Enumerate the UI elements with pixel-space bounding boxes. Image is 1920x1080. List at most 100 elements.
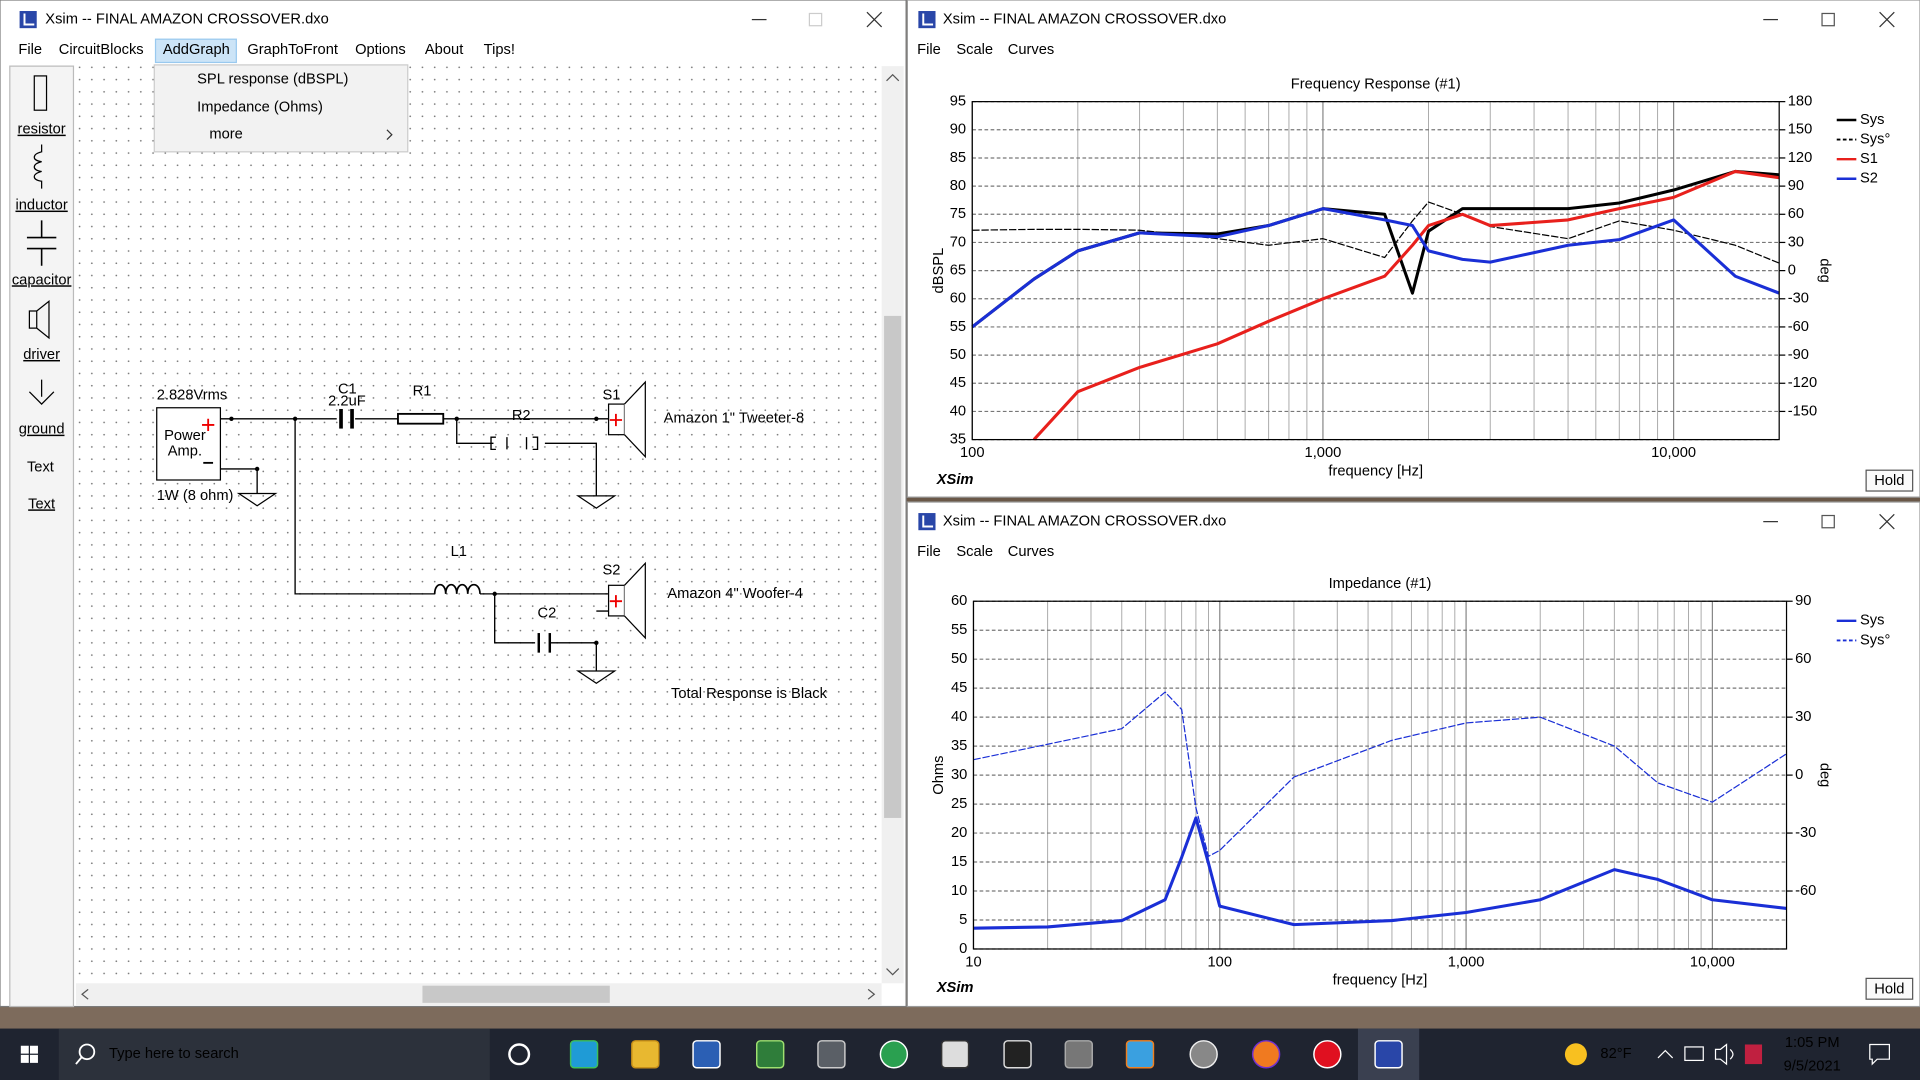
volume-icon	[1714, 1043, 1734, 1066]
menu-item[interactable]: Tips!	[484, 42, 515, 58]
y2-tick-label: -60	[1788, 319, 1809, 335]
dropdown-item[interactable]: more	[209, 127, 242, 143]
taskbar-icon[interactable]	[879, 1040, 909, 1069]
series-line	[973, 691, 1787, 857]
tool-label[interactable]: driver	[23, 347, 60, 363]
plot-frame	[971, 101, 1780, 441]
taskbar-icon[interactable]	[1064, 1040, 1093, 1069]
driver-icon	[28, 299, 50, 340]
x-tick-label: 1,000	[1305, 445, 1342, 461]
menu-item[interactable]: Options	[355, 42, 406, 58]
search-icon	[78, 1043, 96, 1061]
close-button	[866, 11, 883, 28]
start-button	[20, 1045, 38, 1063]
y-tick-label: 35	[951, 738, 967, 754]
series-line	[971, 207, 1780, 329]
taskbar-icon[interactable]	[1374, 1040, 1403, 1069]
taskbar-icon[interactable]	[940, 1040, 970, 1069]
hold-label[interactable]: Hold	[1874, 473, 1904, 489]
inductor-coil	[433, 583, 481, 594]
y2-tick-label: -120	[1788, 375, 1817, 391]
junction	[594, 416, 599, 421]
scroll-thumb[interactable]	[422, 985, 610, 1003]
junction	[594, 640, 599, 646]
scroll-thumb[interactable]	[884, 315, 902, 818]
tool-label[interactable]: ground	[19, 422, 65, 438]
menu-item[interactable]: Scale	[956, 544, 993, 560]
network-icon[interactable]	[1684, 1046, 1704, 1062]
y-tick-label: 85	[950, 150, 966, 166]
window-title: Xsim -- FINAL AMAZON CROSSOVER.dxo	[943, 514, 1226, 530]
menu-item[interactable]: Curves	[1008, 42, 1055, 58]
y-tick-label: 60	[951, 593, 967, 609]
x-tick-label: 1,000	[1448, 954, 1485, 970]
tool-label[interactable]: capacitor	[12, 272, 72, 288]
maximize-button[interactable]	[1821, 514, 1835, 529]
menu-item[interactable]: File	[917, 544, 941, 560]
junction	[292, 416, 298, 421]
y-tick-label: 90	[950, 122, 966, 138]
hold-button[interactable]	[1865, 469, 1914, 492]
taskbar-icon[interactable]	[1003, 1040, 1032, 1069]
y2-tick-label: 0	[1795, 767, 1803, 783]
menu-item[interactable]: Scale	[956, 42, 993, 58]
x-axis-label: frequency [Hz]	[1333, 973, 1428, 989]
search-placeholder[interactable]: Type here to search	[109, 1046, 239, 1062]
x-tick-label: 10	[965, 954, 981, 970]
hold-label[interactable]: Hold	[1874, 981, 1904, 997]
inductor-icon	[33, 144, 43, 189]
taskbar-icon[interactable]	[1251, 1040, 1281, 1069]
dropdown-item[interactable]: SPL response (dBSPL)	[197, 71, 348, 87]
tray-app-icon[interactable]	[1744, 1044, 1763, 1065]
taskbar-icon[interactable]	[692, 1040, 721, 1069]
dropdown-item[interactable]: Impedance (Ohms)	[197, 100, 323, 116]
series-line	[972, 201, 1780, 264]
menu-item[interactable]: About	[425, 42, 463, 58]
menu-item[interactable]: CircuitBlocks	[59, 42, 144, 58]
tool-label[interactable]: inductor	[15, 198, 67, 214]
legend-label: Sys	[1860, 112, 1884, 128]
clock-date[interactable]: 9/5/2021	[1784, 1058, 1841, 1074]
y-tick-label: 50	[950, 347, 966, 363]
taskbar-icon[interactable]	[1125, 1040, 1155, 1069]
hold-button[interactable]	[1865, 977, 1914, 1000]
maximize-button[interactable]	[808, 12, 823, 27]
taskbar-icon[interactable]	[569, 1040, 599, 1069]
y-tick-label: 45	[951, 680, 967, 696]
chart-title: Frequency Response (#1)	[1291, 76, 1461, 92]
tool-label[interactable]: Text	[28, 496, 55, 512]
tool-label[interactable]: Text	[27, 460, 54, 476]
xsim-logo: XSim	[936, 472, 974, 488]
tool-label[interactable]: resistor	[18, 122, 66, 138]
y2-tick-label: 120	[1788, 150, 1813, 166]
maximize-button[interactable]	[1821, 12, 1835, 27]
schematic-label: C1	[338, 381, 357, 397]
menu-item[interactable]: GraphToFront	[247, 42, 338, 58]
menu-item[interactable]: File	[18, 42, 42, 58]
taskbar-icon[interactable]	[1313, 1040, 1342, 1069]
taskbar-icon[interactable]	[508, 1043, 531, 1066]
taskbar-icon[interactable]	[1189, 1040, 1218, 1069]
menu-item[interactable]: File	[917, 42, 941, 58]
search-icon	[75, 1056, 83, 1065]
wire	[490, 436, 539, 451]
y-tick-label: 5	[959, 912, 967, 928]
taskbar-icon[interactable]	[756, 1040, 785, 1069]
clock-time[interactable]: 1:05 PM	[1785, 1035, 1840, 1051]
y-tick-label: 30	[951, 767, 967, 783]
y-tick-label: 20	[951, 825, 967, 841]
driver-label: Amazon 1" Tweeter-8	[664, 411, 804, 427]
taskbar-icon[interactable]	[631, 1040, 660, 1069]
y2-tick-label: 60	[1795, 651, 1811, 667]
y-tick-label: 35	[950, 431, 966, 447]
taskbar-icon[interactable]	[817, 1040, 846, 1069]
menu-item[interactable]: AddGraph	[163, 42, 230, 58]
window-title: Xsim -- FINAL AMAZON CROSSOVER.dxo	[943, 11, 1226, 27]
speaker-plus	[609, 595, 623, 608]
y2-tick-label: 90	[1788, 178, 1804, 194]
search-box[interactable]	[58, 1028, 490, 1080]
menu-item[interactable]: Curves	[1008, 544, 1055, 560]
y-tick-label: 15	[951, 854, 967, 870]
y-tick-label: 75	[950, 206, 966, 222]
